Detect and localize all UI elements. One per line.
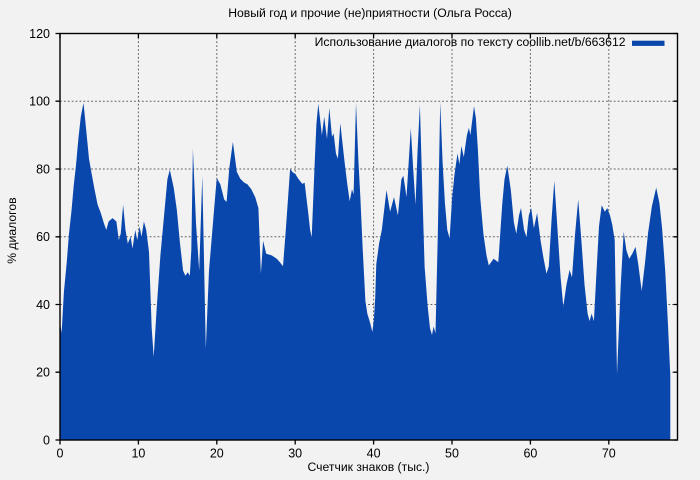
svg-text:10: 10 [131, 447, 145, 461]
svg-text:60: 60 [523, 447, 537, 461]
svg-text:40: 40 [36, 298, 50, 312]
svg-text:50: 50 [445, 447, 459, 461]
svg-text:80: 80 [36, 162, 50, 176]
svg-text:% диалогов: % диалогов [5, 197, 19, 263]
svg-text:0: 0 [57, 447, 64, 461]
svg-text:Использование диалогов по текс: Использование диалогов по тексту coollib… [315, 35, 626, 49]
svg-text:30: 30 [288, 447, 302, 461]
svg-text:120: 120 [29, 27, 50, 41]
svg-text:100: 100 [29, 95, 50, 109]
svg-text:Новый год и прочие (не)приятно: Новый год и прочие (не)приятности (Ольга… [228, 6, 512, 20]
svg-text:20: 20 [210, 447, 224, 461]
svg-text:0: 0 [43, 433, 50, 447]
svg-text:60: 60 [36, 230, 50, 244]
svg-text:20: 20 [36, 366, 50, 380]
svg-text:40: 40 [367, 447, 381, 461]
svg-text:Счетчик знаков (тыс.): Счетчик знаков (тыс.) [308, 460, 430, 474]
svg-text:70: 70 [602, 447, 616, 461]
